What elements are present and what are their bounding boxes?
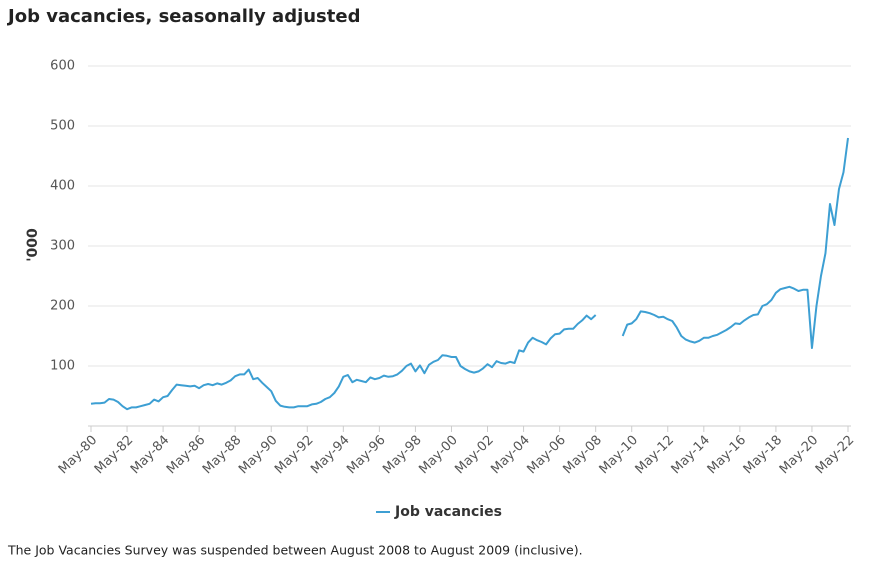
x-tick-label: May-08	[560, 433, 604, 477]
x-tick-label: May-94	[308, 433, 352, 477]
x-tick-label: May-84	[128, 433, 172, 477]
x-tick-label: May-10	[597, 433, 641, 477]
y-tick-label: 500	[50, 119, 75, 134]
chart-title: Job vacancies, seasonally adjusted	[6, 6, 360, 27]
y-tick-label: 600	[50, 59, 75, 74]
x-tick-label: May-96	[344, 433, 388, 477]
x-tick-label: May-02	[452, 433, 496, 477]
x-tick-label: May-86	[164, 433, 208, 477]
legend-label: Job vacancies	[394, 504, 502, 520]
y-tick-label: 400	[50, 179, 75, 194]
x-tick-label: May-80	[56, 433, 100, 477]
x-tick-label: May-14	[669, 433, 713, 477]
x-tick-label: May-06	[524, 433, 568, 477]
x-tick-label: May-90	[236, 433, 280, 477]
y-tick-label: 300	[50, 239, 75, 254]
x-tick-label: May-82	[92, 433, 136, 477]
x-tick-label: May-20	[777, 433, 821, 477]
y-tick-label: 200	[50, 299, 75, 314]
x-tick-label: May-00	[416, 433, 460, 477]
x-tick-label: May-04	[488, 433, 532, 477]
x-tick-label: May-22	[813, 433, 857, 477]
x-tick-label: May-92	[272, 433, 316, 477]
x-tick-label: May-98	[380, 433, 424, 477]
x-tick-label: May-12	[633, 433, 677, 477]
y-axis-label: '000	[25, 228, 41, 262]
x-tick-label: May-16	[705, 433, 749, 477]
footnote: The Job Vacancies Survey was suspended b…	[7, 543, 583, 558]
x-tick-label: May-18	[741, 433, 785, 477]
y-tick-label: 100	[50, 359, 75, 374]
x-tick-label: May-88	[200, 433, 244, 477]
series-line	[90, 137, 849, 411]
